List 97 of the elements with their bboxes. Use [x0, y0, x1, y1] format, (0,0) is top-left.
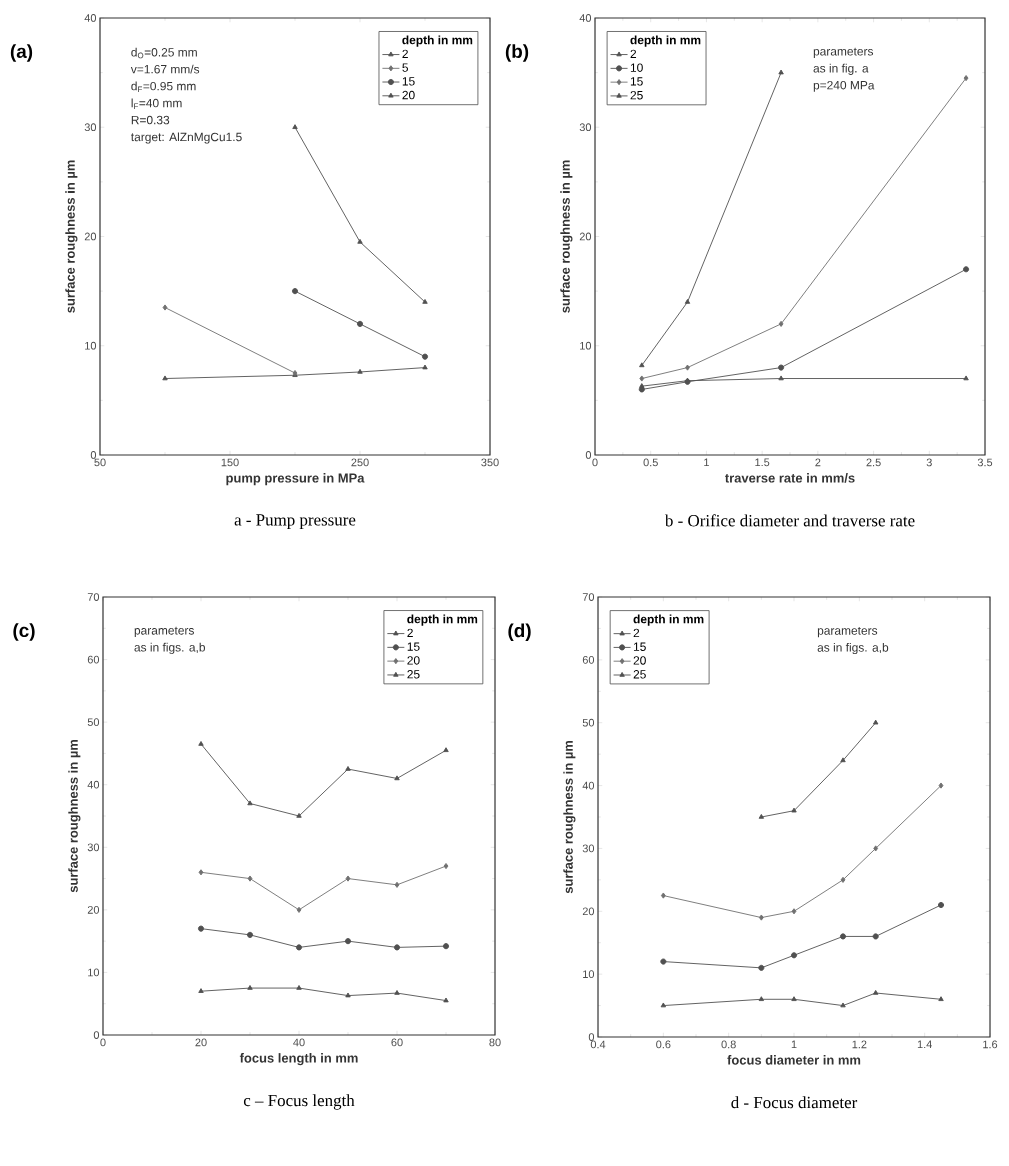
x-axis-title: pump pressure in MPa: [226, 473, 365, 486]
y-axis-title: surface roughness in µm: [563, 741, 576, 894]
annotation: p=240 MPa: [813, 80, 875, 92]
y-tick-label: 30: [84, 123, 97, 132]
legend-label: 15: [407, 642, 420, 651]
y-tick-label: 60: [582, 655, 595, 664]
x-axis-title: focus length in mm: [239, 1053, 358, 1066]
legend-label: 10: [630, 63, 643, 72]
y-tick-label: 40: [84, 14, 97, 22]
legend-label: 2: [630, 49, 637, 58]
text: c – Focus length: [243, 1094, 355, 1110]
text: (c): [13, 623, 35, 641]
legend-label: 25: [633, 670, 646, 679]
annotation: parameters: [134, 626, 194, 638]
legend-label: 25: [407, 670, 420, 679]
x-tick-label: 1.2: [852, 1040, 867, 1049]
annotation: l$_{F}$=40 mm: [131, 98, 182, 109]
x-tick-label: 3.5: [977, 458, 993, 467]
x-tick-label: 0.5: [643, 458, 658, 467]
y-tick-label: 20: [579, 232, 592, 241]
annotation: R=0.33: [131, 115, 170, 125]
legend-label: 25: [630, 90, 643, 100]
y-tick-label: 0: [585, 451, 592, 459]
y-tick-label: 40: [582, 781, 595, 790]
annotation: parameters: [817, 626, 878, 638]
y-tick-label: 40: [579, 14, 592, 22]
text: d - Focus diameter: [731, 1096, 858, 1109]
y-tick-label: 70: [87, 593, 100, 601]
x-tick-label: 0.8: [721, 1040, 736, 1049]
y-tick-label: 60: [87, 655, 100, 664]
y-tick-label: 50: [582, 718, 595, 727]
legend-title: depth in mm: [633, 614, 704, 626]
y-axis-title: surface roughness in µm: [560, 160, 573, 313]
legend-label: 2: [402, 49, 408, 58]
y-tick-label: 10: [88, 968, 100, 977]
annotation: target: AlZnMgCu1.5: [131, 132, 242, 144]
legend-label: 2: [633, 628, 640, 638]
y-tick-label: 30: [87, 843, 100, 852]
y-tick-label: 40: [87, 780, 100, 789]
legend-title: depth in mm: [407, 614, 478, 626]
x-tick-label: 40: [293, 1038, 305, 1047]
text: a - Pump pressure: [234, 514, 356, 529]
y-tick-label: 20: [582, 907, 595, 916]
y-tick-label: 0: [90, 451, 97, 459]
legend-label: 2: [407, 628, 413, 638]
legend-label: 15: [402, 77, 415, 86]
legend-label: 5: [402, 63, 408, 72]
legend-label: 20: [633, 656, 646, 665]
x-tick-label: 1: [791, 1040, 797, 1049]
legend-label: 20: [402, 90, 415, 100]
y-tick-label: 10: [580, 341, 592, 350]
annotation: v=1.67 mm/s: [130, 64, 200, 74]
x-axis-title: focus diameter in mm: [727, 1055, 861, 1065]
y-axis-title: surface roughness in µm: [65, 160, 78, 313]
y-tick-label: 10: [583, 970, 595, 979]
x-tick-label: 2.5: [866, 458, 881, 467]
x-tick-label: 1.4: [917, 1040, 932, 1049]
x-tick-label: 80: [489, 1038, 501, 1047]
y-tick-label: 0: [588, 1033, 595, 1041]
x-tick-label: 0.6: [656, 1040, 671, 1049]
legend-label: 20: [407, 656, 420, 665]
x-tick-label: 60: [391, 1038, 403, 1047]
legend-label: 15: [630, 77, 643, 86]
y-axis-title: surface roughness in µm: [68, 740, 81, 893]
y-tick-label: 70: [582, 593, 595, 601]
x-tick-label: 350: [481, 458, 499, 467]
annotation: as in fig. a: [813, 63, 869, 75]
y-tick-label: 50: [87, 718, 100, 727]
annotation: d$_{F}$=0.95 mm: [131, 81, 196, 93]
text: (a): [10, 44, 33, 62]
x-axis-title: traverse rate in mm/s: [725, 473, 855, 483]
text: b - Orifice diameter and traverse rate: [664, 514, 915, 527]
x-tick-label: 250: [351, 458, 369, 467]
x-tick-label: 1.5: [755, 458, 770, 467]
y-tick-label: 0: [93, 1031, 100, 1039]
x-tick-label: 20: [195, 1038, 207, 1047]
annotation: as in figs. a,b: [134, 642, 205, 654]
annotation: parameters: [813, 47, 874, 58]
legend-title: depth in mm: [402, 35, 473, 47]
x-tick-label: 0.4: [590, 1040, 606, 1049]
x-tick-label: 3: [926, 458, 932, 467]
x-tick-label: 150: [221, 458, 239, 467]
x-tick-label: 2: [815, 458, 821, 467]
annotation: d$_{O}$=0.25 mm: [131, 47, 197, 59]
legend-label: 15: [633, 642, 646, 651]
y-tick-label: 30: [579, 123, 592, 132]
y-tick-label: 20: [84, 232, 97, 241]
x-tick-label: 1.6: [983, 1040, 998, 1049]
text: (d): [508, 623, 531, 642]
legend-title: depth in mm: [630, 35, 701, 47]
y-tick-label: 10: [85, 341, 97, 350]
x-tick-label: 0: [100, 1038, 106, 1047]
annotation: as in figs. a,b: [817, 642, 889, 655]
y-tick-label: 30: [582, 844, 595, 853]
x-tick-label: 1: [704, 458, 709, 467]
y-tick-label: 20: [87, 905, 100, 914]
text: (b): [505, 44, 529, 62]
